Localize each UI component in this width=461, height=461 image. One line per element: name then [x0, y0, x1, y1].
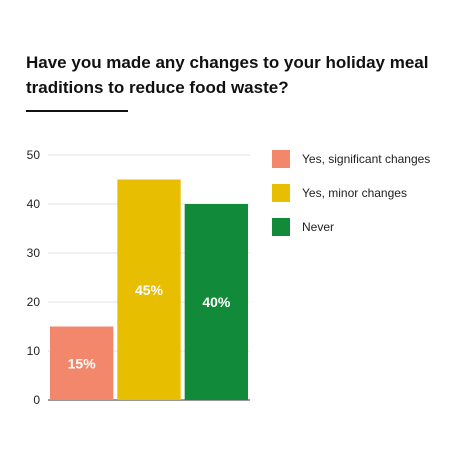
bar-data-label: 15%: [68, 355, 97, 371]
y-tick-label: 30: [27, 246, 41, 260]
legend-swatch: [272, 218, 290, 236]
legend-swatch: [272, 150, 290, 168]
legend-label: Yes, significant changes: [302, 152, 430, 166]
y-tick-label: 0: [33, 393, 40, 407]
y-tick-label: 50: [27, 148, 41, 162]
legend-label: Yes, minor changes: [302, 186, 407, 200]
bar-data-label: 45%: [135, 282, 164, 298]
bar: [184, 204, 248, 400]
bar: [117, 179, 181, 400]
title-underline: [26, 110, 128, 112]
legend-label: Never: [302, 220, 334, 234]
legend-swatch: [272, 184, 290, 202]
y-tick-label: 40: [27, 197, 41, 211]
bar: [50, 326, 114, 400]
bar-data-label: 40%: [202, 294, 231, 310]
chart-title: Have you made any changes to your holida…: [26, 53, 429, 97]
y-tick-label: 20: [27, 295, 41, 309]
y-tick-label: 10: [27, 344, 41, 358]
